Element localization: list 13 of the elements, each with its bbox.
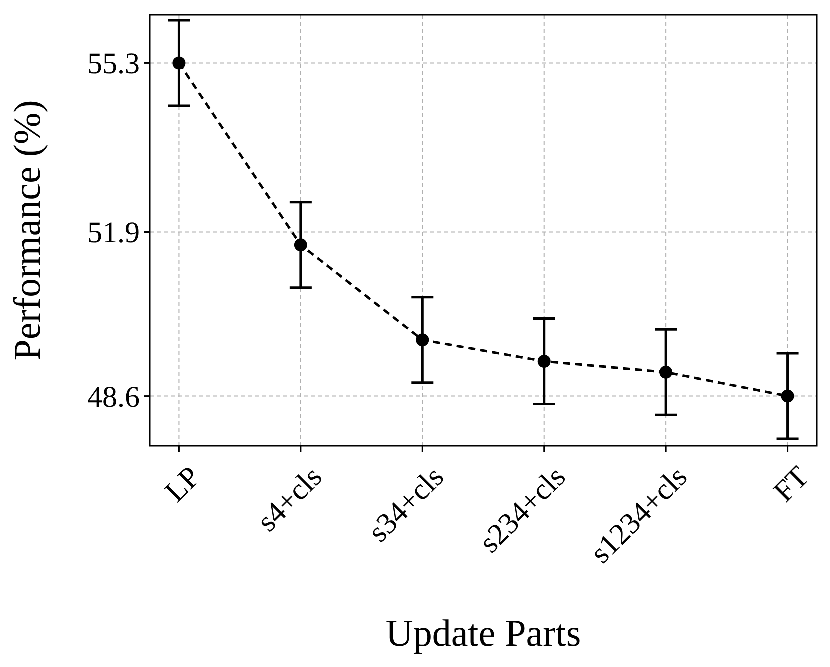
point xyxy=(538,354,551,368)
y-tick-label: 51.9 xyxy=(88,216,140,250)
x-axis-title: Update Parts xyxy=(386,613,582,655)
y-axis-title: Performance (%) xyxy=(7,100,49,361)
point xyxy=(294,238,308,252)
point xyxy=(172,56,186,70)
point xyxy=(416,334,430,347)
point xyxy=(781,390,794,403)
x-tick-label: FT xyxy=(767,460,816,509)
y-tick-label: 48.6 xyxy=(88,380,140,414)
x-tick-label: LP xyxy=(158,460,208,509)
y-tick-label: 55.3 xyxy=(88,48,140,81)
point xyxy=(660,366,673,379)
